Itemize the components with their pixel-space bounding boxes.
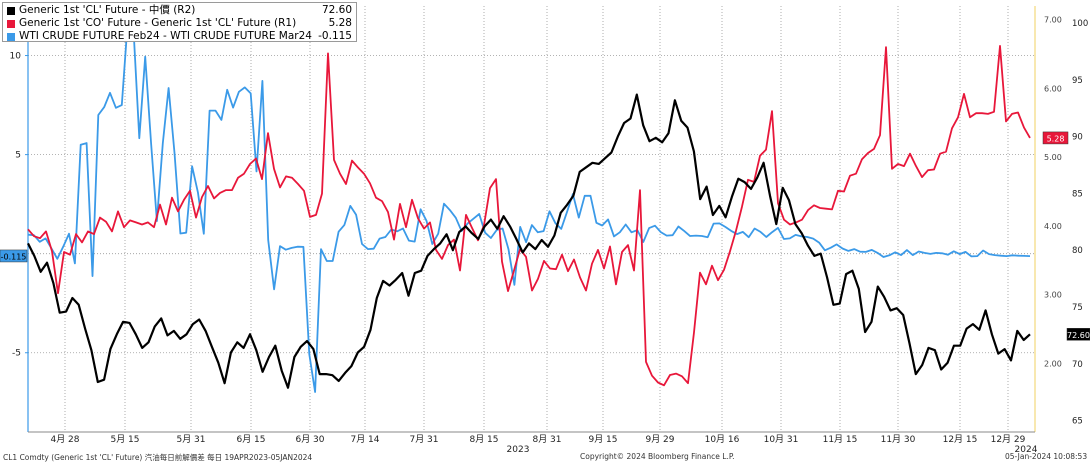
x-axis-year-label: 2024 (1015, 445, 1038, 455)
right-axis-r1-tick-label: 6.00 (1044, 84, 1062, 93)
legend-item-co-cl-spread: Generic 1st 'CO' Future - Generic 1st 'C… (7, 17, 352, 30)
footer-timestamp: 05-Jan-2024 10:08:53 (1005, 452, 1088, 461)
x-axis-tick-label: 11月 30 (881, 434, 916, 445)
x-axis-tick-label: 9月 29 (645, 434, 674, 445)
x-axis-tick-label: 10月 31 (764, 434, 799, 445)
x-axis-tick-label: 10月 16 (705, 434, 740, 445)
right-axis-r2-tick-label: 75 (1072, 303, 1083, 313)
x-axis-tick-label: 7月 31 (409, 434, 438, 445)
right-axis-r1-tick-label: 3.00 (1044, 291, 1062, 300)
right-axis-r2-tick-label: 100 (1072, 19, 1088, 29)
x-axis-tick-label: 9月 15 (588, 434, 617, 445)
x-axis-tick-label: 7月 14 (350, 434, 379, 445)
chart-legend: Generic 1st 'CL' Future - 中價 (R2) 72.60 … (2, 2, 357, 42)
legend-swatch-wti (7, 32, 15, 41)
right-axis-r1-tick-label: 5.00 (1044, 153, 1062, 162)
r1-current-value-box (1042, 131, 1069, 145)
footer-copyright: Copyright© 2024 Bloomberg Finance L.P. (580, 452, 735, 461)
legend-value-wti: -0.115 (318, 30, 352, 42)
legend-swatch-cl (7, 6, 15, 15)
legend-label-cl: Generic 1st 'CL' Future - 中價 (R2) (19, 4, 196, 16)
footer-source: CL1 Comdty (Generic 1st 'CL' Future) 汽油每… (3, 453, 313, 462)
right-axis-r1-tick-label: 4.00 (1044, 222, 1062, 231)
r2-current-value-text: 72.60 (1067, 331, 1090, 340)
legend-item-wti-calendar-spread: WTI CRUDE FUTURE Feb24 - WTI CRUDE FUTUR… (7, 30, 352, 43)
right-axis-r2-tick-label: 80 (1072, 246, 1083, 256)
series-line (27, 22, 1031, 393)
right-axis-r2-tick-label: 95 (1072, 76, 1083, 86)
x-axis-tick-label: 5月 31 (176, 434, 205, 445)
right-axis-r1-tick-label: 2.00 (1044, 359, 1062, 368)
left-axis-tick-label: -5 (12, 349, 21, 359)
r1-current-value-text: 5.28 (1047, 134, 1065, 143)
r2-current-value-box (1066, 328, 1090, 341)
left-axis-tick-label: 10 (10, 52, 22, 62)
x-axis-tick-label: 8月 15 (469, 434, 498, 445)
left-axis-tick-label: 5 (15, 151, 21, 161)
legend-item-cl-future: Generic 1st 'CL' Future - 中價 (R2) 72.60 (7, 4, 352, 17)
series-line (27, 93, 1031, 389)
x-axis-year-label: 2023 (507, 445, 530, 455)
legend-value-co-cl: 5.28 (328, 17, 352, 29)
right-axis-r1-tick-label: 7.00 (1044, 16, 1062, 25)
left-current-value-box (0, 249, 28, 263)
right-axis-r2-tick-label: 85 (1072, 189, 1083, 199)
x-axis-tick-label: 12月 29 (991, 434, 1026, 445)
series-line (27, 45, 1031, 387)
x-axis-tick-label: 5月 15 (110, 434, 139, 445)
x-axis-tick-label: 6月 15 (236, 434, 265, 445)
right-axis-r2-tick-label: 70 (1072, 360, 1083, 370)
left-current-value-text: -0.115 (1, 252, 27, 261)
legend-label-co-cl: Generic 1st 'CO' Future - Generic 1st 'C… (19, 17, 297, 29)
x-axis-tick-label: 6月 30 (295, 434, 324, 445)
plot-area (28, 6, 1035, 432)
right-axis-r2-tick-label: 90 (1072, 133, 1083, 143)
x-axis-tick-label: 12月 15 (943, 434, 978, 445)
legend-value-cl: 72.60 (321, 4, 352, 16)
x-axis-tick-label: 4月 28 (50, 434, 79, 445)
x-axis-tick-label: 11月 15 (823, 434, 858, 445)
legend-swatch-co-cl (7, 19, 15, 28)
legend-label-wti: WTI CRUDE FUTURE Feb24 - WTI CRUDE FUTUR… (19, 30, 313, 42)
x-axis-tick-label: 8月 31 (532, 434, 561, 445)
right-axis-r2-tick-label: 65 (1072, 417, 1083, 427)
